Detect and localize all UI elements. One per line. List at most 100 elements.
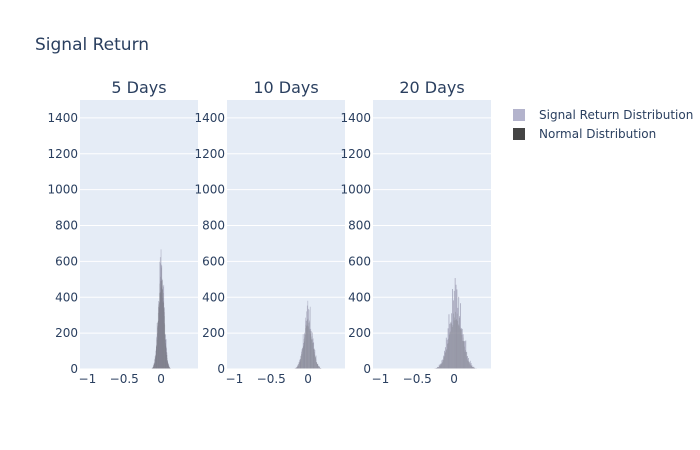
normal-bar <box>306 326 307 369</box>
normal-bar <box>158 304 159 369</box>
legend-item[interactable]: Normal Distribution <box>513 127 656 141</box>
histogram-bar <box>311 339 313 369</box>
normal-bar <box>442 360 444 369</box>
normal-bar <box>312 339 313 369</box>
normal-bar <box>314 352 315 369</box>
normal-bar <box>438 367 439 369</box>
x-tick-label: 0 <box>450 372 458 386</box>
histogram-bar <box>466 351 468 369</box>
normal-bar <box>164 312 165 369</box>
plot-background <box>80 100 198 369</box>
histogram-bar <box>447 328 449 369</box>
histogram-bar <box>157 320 159 369</box>
histogram-bar <box>452 300 454 369</box>
histogram-bar <box>155 350 157 369</box>
histogram-bar <box>159 257 161 369</box>
normal-bar <box>300 356 302 369</box>
histogram-bar <box>307 300 309 369</box>
normal-bar <box>162 289 163 369</box>
histogram-bar <box>316 362 317 369</box>
normal-bar <box>304 334 306 369</box>
y-tick-label: 800 <box>55 219 78 233</box>
normal-bar <box>451 323 452 369</box>
normal-bar <box>153 364 155 369</box>
histogram-bar <box>159 302 160 369</box>
normal-bar <box>439 365 441 369</box>
legend-label: Normal Distribution <box>539 127 656 141</box>
histogram-bar <box>306 311 307 369</box>
normal-bar <box>310 337 312 369</box>
histogram-bar <box>299 358 301 369</box>
x-tick-label: 0 <box>304 372 312 386</box>
y-tick-label: 1000 <box>340 183 371 197</box>
legend-swatch <box>513 109 525 121</box>
y-tick-label: 1200 <box>194 147 225 161</box>
subplot-panels: 0 200 400 600 800 1000 1200 1400 −1 −0.5 0 5 Days 0 2… <box>47 78 491 386</box>
normal-bar <box>164 316 165 369</box>
normal-bar <box>461 334 463 369</box>
normal-bar <box>159 293 161 369</box>
signal-return-bars <box>429 278 483 369</box>
normal-bar <box>438 366 440 369</box>
histogram-bar <box>305 320 307 369</box>
normal-bar <box>297 366 298 369</box>
normal-bar <box>437 367 439 369</box>
histogram-bar <box>169 367 170 369</box>
subplot-3: 0 200 400 600 800 1000 1200 1400 −1 −0.5 0 20 Days <box>340 78 491 386</box>
histogram-bar <box>318 366 319 369</box>
histogram-bar <box>156 346 157 369</box>
normal-bar <box>317 364 318 369</box>
histogram-bar <box>440 363 442 369</box>
normal-bar <box>157 322 159 369</box>
normal-bar <box>296 367 298 369</box>
normal-bar <box>301 353 303 369</box>
normal-bar <box>298 364 299 369</box>
normal-bar <box>161 280 162 369</box>
normal-bar <box>306 325 308 369</box>
normal-bar <box>157 327 158 369</box>
legend-item[interactable]: Signal Return Distribution <box>513 108 693 122</box>
legend[interactable]: Signal Return Distribution Normal Distrib… <box>513 108 693 141</box>
histogram-bar <box>303 332 305 369</box>
normal-bar <box>303 339 305 369</box>
normal-bar <box>309 330 311 369</box>
histogram-bar <box>457 307 459 369</box>
normal-bar <box>465 352 467 369</box>
histogram-bar <box>161 279 163 369</box>
y-tick-label: 1400 <box>47 111 78 125</box>
plot-background <box>227 100 345 369</box>
histogram-bar <box>311 331 312 369</box>
normal-bar <box>464 351 466 369</box>
normal-bar <box>469 364 471 369</box>
histogram-bar <box>474 367 476 369</box>
normal-bar <box>300 359 301 369</box>
normal-bar <box>454 317 455 369</box>
histogram-bar <box>164 307 165 369</box>
histogram-bar <box>168 365 170 369</box>
normal-bar <box>166 355 168 369</box>
normal-bar <box>161 285 163 369</box>
histogram-bar <box>314 350 316 369</box>
histogram-bar <box>458 296 460 369</box>
histogram-bar <box>154 359 156 369</box>
x-tick-label: −1 <box>79 372 97 386</box>
histogram-bar <box>452 288 453 369</box>
y-tick-label: 600 <box>55 254 78 268</box>
histogram-bar <box>310 328 312 369</box>
normal-bar <box>451 326 453 369</box>
subplot-title: 10 Days <box>253 78 318 97</box>
histogram-bar <box>438 364 440 369</box>
histogram-bar <box>302 347 303 369</box>
histogram-bar <box>467 358 469 369</box>
normal-bar <box>152 367 153 369</box>
normal-bar <box>165 343 166 369</box>
histogram-bar <box>168 367 170 369</box>
plot-background <box>373 100 491 369</box>
y-tick-label: 200 <box>202 326 225 340</box>
normal-bar <box>319 367 320 369</box>
normal-bar <box>159 301 160 369</box>
histogram-bar <box>317 363 319 369</box>
histogram-bar <box>308 308 309 369</box>
normal-bar <box>162 280 163 369</box>
